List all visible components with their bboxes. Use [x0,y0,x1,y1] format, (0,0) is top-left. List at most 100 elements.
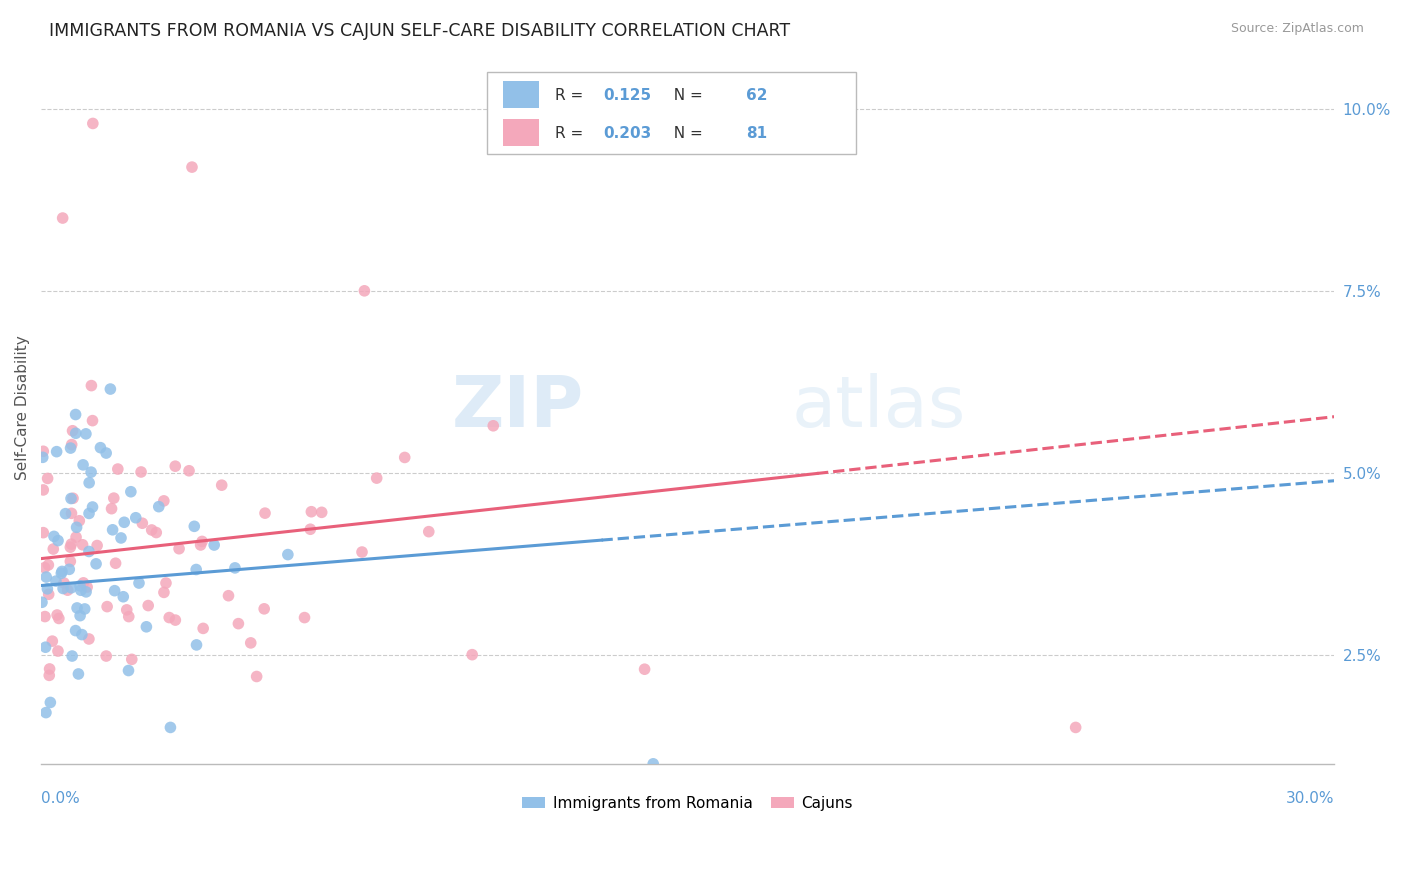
Text: 81: 81 [747,126,768,141]
Point [52,211,75,225]
Y-axis label: Self-Care Disability: Self-Care Disability [15,334,30,480]
Point [167,541,190,556]
Text: N =: N = [665,126,709,141]
Point [100,501,122,516]
Text: Source: ZipAtlas.com: Source: ZipAtlas.com [1230,22,1364,36]
Point [65,530,87,544]
Point [31,595,53,609]
Point [38,668,60,682]
Text: 0.203: 0.203 [603,126,652,141]
Point [46,607,69,622]
Point [186,562,208,576]
Point [38,587,60,601]
Text: ZIP: ZIP [451,373,585,442]
Point [42,529,65,543]
Point [125,510,148,524]
Point [112,516,135,530]
Point [183,519,205,533]
Point [120,484,142,499]
Point [51,566,73,581]
Point [155,576,177,591]
Point [65,624,87,638]
Point [69,608,91,623]
Point [80,465,103,479]
Point [96,446,118,460]
Point [633,662,655,676]
Point [60,537,83,551]
Point [115,603,138,617]
Point [58,562,80,576]
Point [239,636,262,650]
Point [294,610,316,624]
Point [39,695,62,709]
Point [253,506,276,520]
Point [86,539,108,553]
Point [59,540,82,554]
Text: 0.125: 0.125 [603,87,652,103]
Point [135,620,157,634]
Point [34,560,56,574]
Text: R =: R = [554,87,588,103]
Point [67,667,90,681]
Point [59,441,82,455]
Text: N =: N = [665,87,709,103]
Point [35,570,58,584]
Point [67,514,90,528]
Point [69,579,91,593]
Point [218,589,240,603]
FancyBboxPatch shape [503,120,538,146]
Point [145,525,167,540]
Point [165,613,187,627]
Point [141,523,163,537]
Point [153,494,176,508]
Text: 0.0%: 0.0% [41,791,80,806]
Point [32,525,55,540]
Point [45,574,67,588]
Point [72,458,94,472]
Point [31,450,53,465]
Text: 30.0%: 30.0% [1286,791,1334,806]
Point [65,408,87,422]
Point [394,450,416,465]
Point [32,483,55,497]
Point [159,721,181,735]
Legend: Immigrants from Romania, Cajuns: Immigrants from Romania, Cajuns [516,789,859,817]
Point [96,599,118,614]
Point [73,602,96,616]
Point [418,524,440,539]
Point [80,378,103,392]
Point [60,581,83,595]
Point [104,583,127,598]
Point [75,585,97,599]
Point [60,437,83,451]
Point [129,465,152,479]
Point [69,583,91,598]
Text: IMMIGRANTS FROM ROMANIA VS CAJUN SELF-CARE DISABILITY CORRELATION CHART: IMMIGRANTS FROM ROMANIA VS CAJUN SELF-CA… [49,22,790,40]
Point [103,491,125,505]
Point [299,522,322,536]
Point [48,611,70,625]
Point [107,462,129,476]
Point [100,382,122,396]
Point [72,538,94,552]
Point [181,160,204,174]
Point [38,662,60,676]
Point [45,444,67,458]
Point [82,414,104,428]
Point [1064,721,1087,735]
Point [277,548,299,562]
Point [128,576,150,591]
Point [55,507,77,521]
Point [191,534,214,549]
Point [153,585,176,599]
Point [60,648,83,663]
Point [34,609,56,624]
Point [350,545,373,559]
Point [148,500,170,514]
Point [228,616,250,631]
Point [191,621,214,635]
Point [482,418,505,433]
Point [224,561,246,575]
Point [121,652,143,666]
Point [82,116,104,130]
